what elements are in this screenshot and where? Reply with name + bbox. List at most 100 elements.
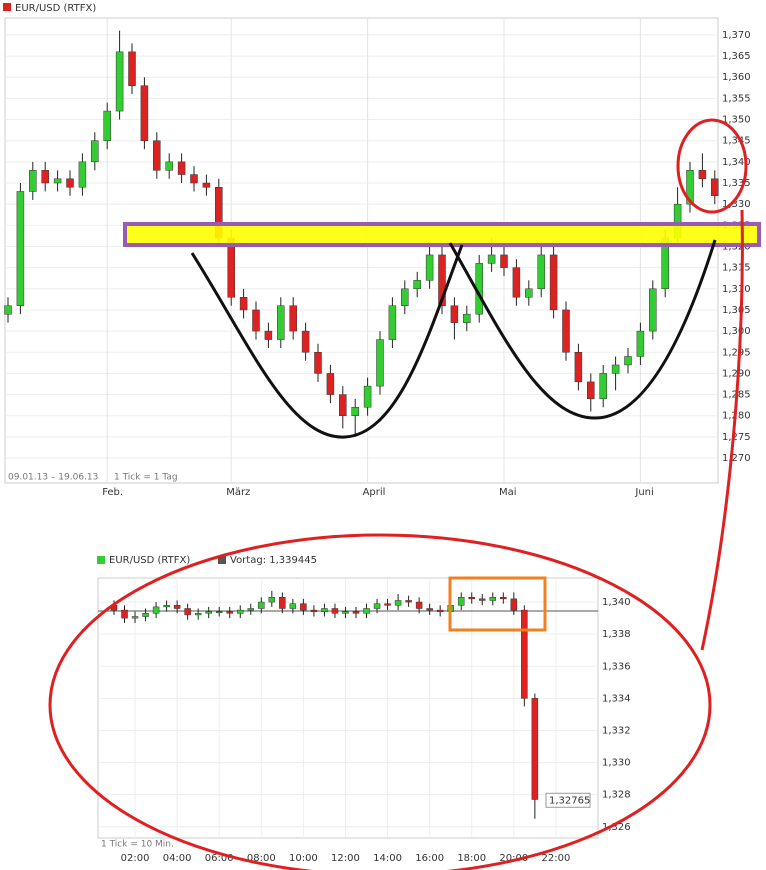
candle-body — [649, 288, 657, 332]
x-tick-label: 02:00 — [121, 853, 150, 864]
candle-body — [611, 364, 620, 374]
candle-body — [468, 597, 475, 600]
legend-swatch — [97, 556, 105, 564]
legend-swatch — [218, 556, 226, 564]
candle-body — [140, 85, 149, 141]
candle-body — [500, 254, 508, 268]
candle-body — [215, 611, 223, 613]
y-tick-label: 1,335 — [722, 178, 751, 189]
legend-label: EUR/USD (RTFX) — [109, 555, 190, 566]
y-tick-label: 1,340 — [722, 157, 751, 168]
candle-body — [41, 170, 49, 184]
candle-body — [489, 597, 497, 601]
candle-body — [686, 170, 694, 205]
candle-body — [363, 608, 370, 614]
candle-body — [29, 170, 37, 192]
candle-body — [177, 161, 186, 175]
candle-body — [16, 191, 25, 306]
candle-body — [264, 330, 273, 340]
legend-swatch — [3, 3, 11, 11]
legend-label: Vortag: 1,339445 — [230, 555, 317, 566]
y-tick-label: 1,338 — [602, 629, 631, 640]
y-tick-label: 1,340 — [602, 597, 631, 608]
candle-body — [53, 178, 62, 184]
y-tick-label: 1,336 — [602, 661, 631, 672]
x-tick-label: 14:00 — [373, 853, 402, 864]
candle-body — [237, 609, 244, 614]
y-tick-label: 1,365 — [722, 51, 751, 62]
candle-body — [314, 352, 322, 374]
x-tick-label: 20:00 — [499, 853, 528, 864]
candle-body — [436, 609, 444, 612]
candle-body — [239, 297, 248, 311]
candle-body — [78, 161, 87, 188]
candle-body — [103, 110, 111, 141]
bottom-chart: 1,326 1,328 1,330 1,332 1,334 1,336 1,338 1,340… — [98, 578, 631, 864]
candle-body — [289, 305, 297, 332]
y-tick-label: 1,315 — [722, 263, 751, 274]
x-tick-label: März — [226, 487, 250, 498]
y-tick-label: 1,360 — [722, 72, 751, 83]
candle-body — [479, 598, 486, 601]
candle-body — [339, 394, 347, 416]
candle-body — [142, 613, 149, 617]
candle-body — [500, 597, 507, 600]
candle-body — [321, 608, 328, 612]
y-tick-label: 1,370 — [722, 30, 751, 41]
candle-body — [562, 309, 570, 353]
y-tick-label: 1,295 — [722, 347, 751, 358]
top-chart: 1,2701,2751,2801,2851,2901,2951,3001,305… — [4, 18, 751, 498]
candle-body — [331, 608, 339, 614]
candle-body — [405, 600, 412, 603]
x-tick-label: Feb. — [102, 487, 123, 498]
y-tick-label: 1,330 — [722, 199, 751, 210]
y-tick-label: 1,275 — [722, 432, 751, 443]
candle-body — [636, 330, 645, 357]
last-price-box — [545, 792, 591, 808]
candle-body — [153, 140, 161, 171]
tick-note: 1 Tick = 1 Tag — [114, 473, 178, 483]
candle-body — [152, 606, 160, 614]
y-tick-label: 1,300 — [722, 326, 751, 337]
candle-body — [457, 597, 465, 606]
candle-body — [401, 288, 409, 306]
candle-body — [487, 254, 496, 264]
x-tick-label: 12:00 — [331, 853, 360, 864]
candle-body — [184, 608, 191, 616]
candle-body — [128, 51, 136, 86]
candle-body — [131, 616, 139, 619]
x-tick-label: 16:00 — [415, 853, 444, 864]
candle-body — [326, 373, 335, 395]
candle-body — [121, 609, 128, 619]
connector — [700, 209, 744, 651]
x-tick-label: April — [363, 487, 386, 498]
x-tick-label: 06:00 — [205, 853, 234, 864]
candle-body — [247, 608, 255, 611]
candle-body — [258, 601, 265, 609]
last-price-label: 1,32765 — [549, 795, 590, 806]
candle-body — [363, 385, 372, 408]
highlight-ellipse — [676, 118, 748, 214]
y-tick-label: 1,332 — [602, 725, 631, 736]
candle-body — [549, 254, 558, 311]
candle-body — [202, 182, 211, 188]
chart-title: EUR/USD (RTFX) — [15, 3, 96, 14]
candle-body — [388, 305, 397, 340]
candle-body — [426, 608, 433, 611]
candle-body — [301, 330, 310, 353]
candle-body — [373, 603, 381, 609]
date-range: 09.01.13 – 19.06.13 — [8, 473, 98, 483]
candle-body — [190, 174, 198, 184]
candle-body — [510, 598, 518, 611]
candle-body — [351, 407, 359, 416]
y-tick-label: 1,326 — [602, 822, 631, 833]
candle-body — [173, 605, 181, 609]
candle-body — [438, 254, 446, 306]
pattern-curve — [448, 239, 717, 420]
candle-body — [698, 170, 707, 180]
y-tick-label: 1,290 — [722, 368, 751, 379]
candle-body — [252, 309, 260, 332]
candle-body — [463, 313, 471, 323]
